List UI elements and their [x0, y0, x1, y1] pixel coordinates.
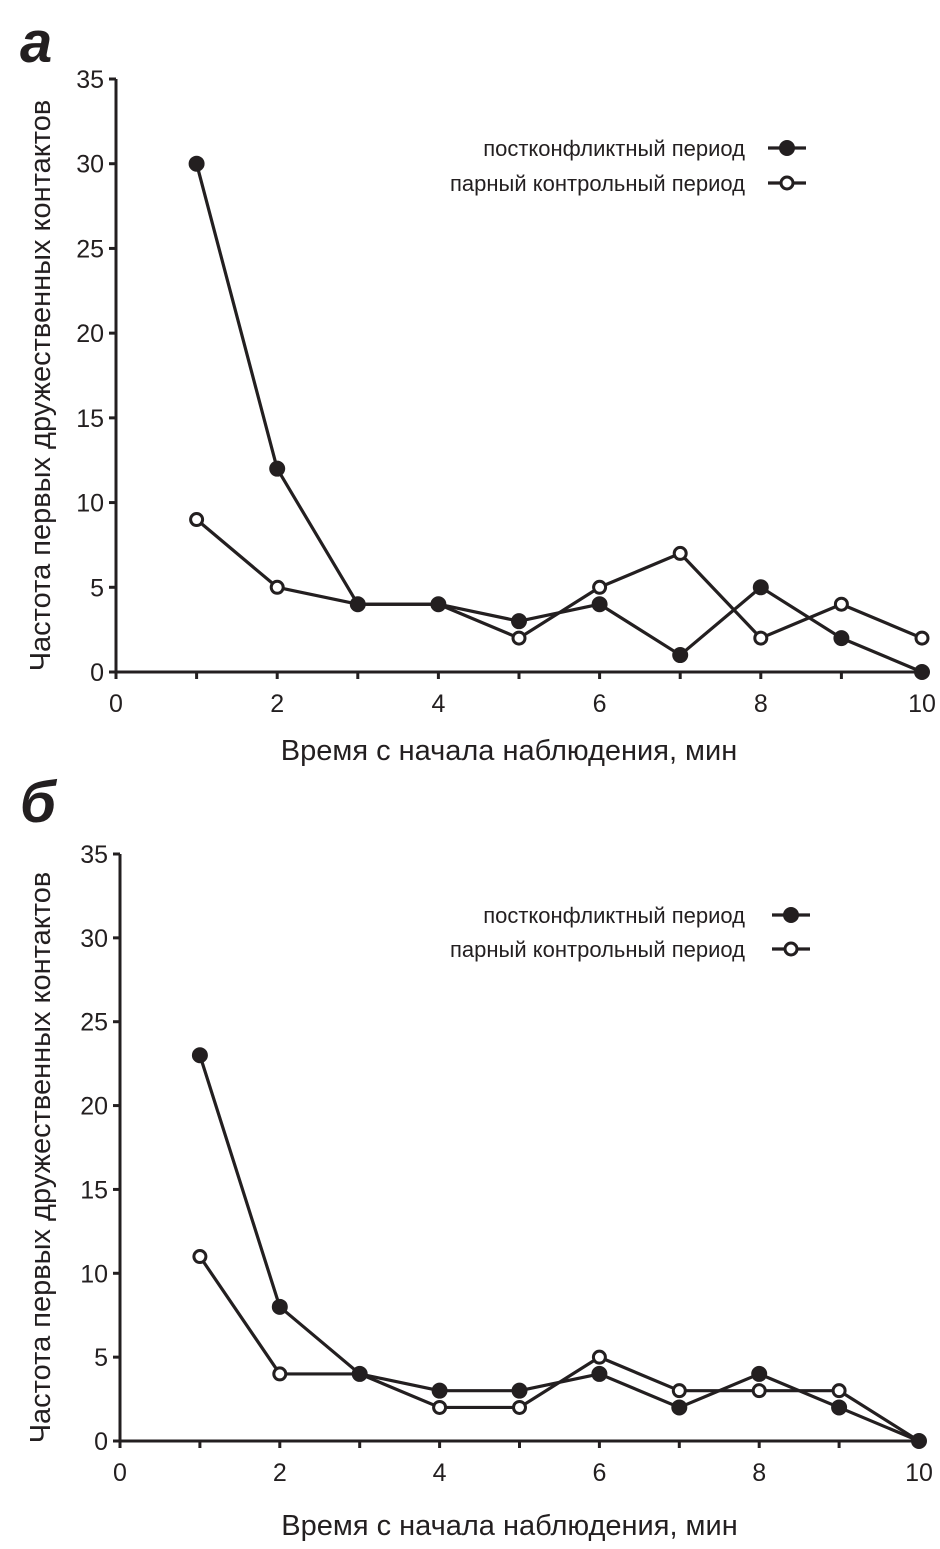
- y-tick-label: 20: [80, 1093, 108, 1121]
- data-point-postconflict: [269, 460, 286, 477]
- data-point-postconflict: [752, 579, 769, 596]
- y-tick-label: 10: [76, 490, 104, 518]
- y-tick-label: 25: [76, 235, 104, 263]
- data-point-control: [751, 1383, 767, 1399]
- y-tick-label: 35: [76, 66, 104, 94]
- data-point-postconflict: [349, 596, 366, 613]
- legend-marker-open: [783, 941, 799, 957]
- y-tick-label: 30: [80, 925, 108, 953]
- data-point-postconflict: [831, 1399, 848, 1416]
- legend-label: парный контрольный период: [450, 171, 745, 196]
- series-line-control: [198, 1255, 920, 1443]
- y-tick-label: 35: [80, 841, 108, 869]
- y-tick-label: 15: [80, 1176, 108, 1204]
- data-point-postconflict: [430, 596, 447, 613]
- data-point-postconflict: [911, 1433, 927, 1449]
- data-point-postconflict: [511, 613, 527, 630]
- legend-label: парный контрольный период: [450, 937, 745, 962]
- y-axis-title: Частота первых дружественных контактов: [25, 872, 57, 1444]
- x-tick-label: 2: [270, 690, 284, 718]
- y-tick-label: 10: [80, 1260, 108, 1288]
- data-point-control: [671, 1383, 687, 1399]
- data-point-control: [833, 596, 849, 612]
- chart-panel-b: б 0 5 10 15 20 25 30 35 0 2 4 6 8 10 Время с начала наб…: [20, 770, 933, 1542]
- data-point-postconflict: [671, 1399, 688, 1416]
- data-point-postconflict: [591, 1365, 608, 1382]
- x-tick-label: 8: [754, 690, 768, 718]
- data-point-postconflict: [914, 664, 930, 680]
- x-tick-label: 4: [431, 690, 445, 718]
- data-point-control: [591, 1349, 607, 1365]
- data-point-postconflict: [672, 647, 689, 664]
- data-point-postconflict: [431, 1382, 448, 1399]
- data-point-control: [753, 630, 769, 646]
- x-tick-label: 0: [109, 690, 123, 718]
- data-point-postconflict: [351, 1365, 368, 1382]
- legend-label: постконфликтный период: [483, 136, 745, 161]
- y-tick-label: 5: [94, 1344, 108, 1372]
- legend-marker-open: [779, 175, 795, 191]
- series-line-postconflict: [198, 1054, 920, 1443]
- data-point-postconflict: [833, 630, 850, 647]
- legend-marker-filled: [783, 907, 799, 923]
- panel-letter: а: [20, 10, 52, 75]
- x-tick-label: 0: [113, 1459, 127, 1487]
- data-point-control: [914, 630, 930, 646]
- data-point-control: [432, 1399, 448, 1415]
- y-tick-label: 0: [90, 659, 104, 687]
- y-tick-label: 20: [76, 320, 104, 348]
- data-point-postconflict: [751, 1365, 768, 1382]
- panel-letter: б: [20, 770, 58, 835]
- legend: постконфликтный период парный контрольный…: [450, 136, 806, 196]
- chart-panel-a: а 0 5 10 15 20 25 30 35 0 2 4 6 8 10 Время с начала наб…: [20, 10, 936, 767]
- data-point-control: [672, 545, 688, 561]
- data-point-control: [511, 630, 527, 646]
- data-point-control: [192, 1249, 208, 1265]
- legend-marker-filled: [779, 140, 795, 156]
- data-point-postconflict: [191, 1047, 208, 1064]
- data-point-control: [272, 1366, 288, 1382]
- series-line-postconflict: [195, 163, 923, 674]
- y-tick-label: 30: [76, 151, 104, 179]
- x-axis-title: Время с начала наблюдения, мин: [281, 735, 737, 767]
- x-tick-label: 4: [433, 1459, 447, 1487]
- x-tick-label: 8: [752, 1459, 766, 1487]
- x-tick-label: 6: [592, 1459, 606, 1487]
- data-point-postconflict: [591, 596, 608, 613]
- x-tick-label: 2: [273, 1459, 287, 1487]
- data-point-postconflict: [271, 1298, 288, 1315]
- data-point-postconflict: [188, 155, 205, 172]
- x-axis-title: Время с начала наблюдения, мин: [281, 1510, 737, 1542]
- y-axis-title: Частота первых дружественных контактов: [25, 100, 57, 672]
- data-point-control: [592, 579, 608, 595]
- y-tick-label: 5: [90, 574, 104, 602]
- data-point-postconflict: [511, 1382, 528, 1399]
- x-tick-label: 10: [905, 1459, 933, 1487]
- data-point-control: [269, 579, 285, 595]
- data-point-control: [512, 1399, 527, 1415]
- y-tick-label: 15: [76, 405, 104, 433]
- legend: постконфликтный период парный контрольный…: [450, 903, 810, 962]
- y-tick-label: 0: [94, 1428, 108, 1456]
- x-tick-label: 6: [593, 690, 607, 718]
- data-point-control: [189, 512, 205, 528]
- x-tick-label: 10: [908, 690, 936, 718]
- data-point-control: [831, 1383, 847, 1399]
- y-tick-label: 25: [80, 1009, 108, 1037]
- legend-label: постконфликтный период: [483, 903, 745, 928]
